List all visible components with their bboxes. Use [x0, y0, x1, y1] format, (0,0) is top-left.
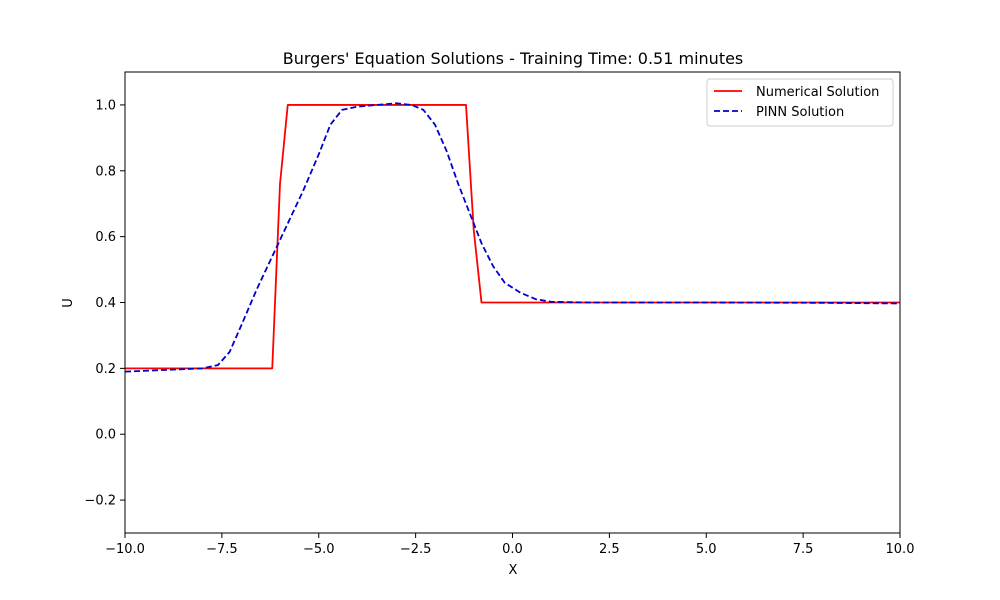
- x-tick-label: 10.0: [886, 542, 915, 557]
- legend-box: [706, 78, 894, 127]
- y-tick-label: −0.2: [84, 494, 116, 509]
- chart-title: Burgers' Equation Solutions - Training T…: [283, 49, 744, 68]
- y-axis: −0.2 0.0 0.2 0.4 0.6 0.8 1.0: [84, 98, 125, 509]
- x-tick-label: 7.5: [793, 542, 814, 557]
- x-tick-label: −7.5: [206, 542, 238, 557]
- x-tick-label: −2.5: [400, 542, 432, 557]
- y-tick-label: 0.8: [95, 164, 116, 179]
- y-tick-label: 0.4: [95, 296, 116, 311]
- x-axis: −10.0 −7.5 −5.0 −2.5 0.0 2.5 5.0 7.5 10.0: [105, 533, 914, 557]
- y-tick-label: 0.0: [95, 428, 116, 443]
- x-tick-label: −5.0: [303, 542, 335, 557]
- y-axis-label: U: [61, 298, 76, 308]
- x-tick-label: 5.0: [696, 542, 717, 557]
- y-tick-label: 0.2: [95, 362, 116, 377]
- y-tick-label: 0.6: [95, 230, 116, 245]
- x-tick-label: 2.5: [599, 542, 620, 557]
- legend-label-numerical: Numerical Solution: [756, 85, 879, 100]
- x-tick-label: −10.0: [105, 542, 145, 557]
- series-line-pinn: [124, 102, 901, 373]
- series-layer: [124, 102, 901, 373]
- x-tick-label: 0.0: [502, 542, 523, 557]
- y-tick-label: 1.0: [95, 98, 116, 113]
- series-line-numerical: [125, 104, 900, 370]
- legend: Numerical Solution PINN Solution: [706, 78, 894, 127]
- x-axis-label: X: [509, 563, 518, 578]
- legend-label-pinn: PINN Solution: [756, 105, 844, 120]
